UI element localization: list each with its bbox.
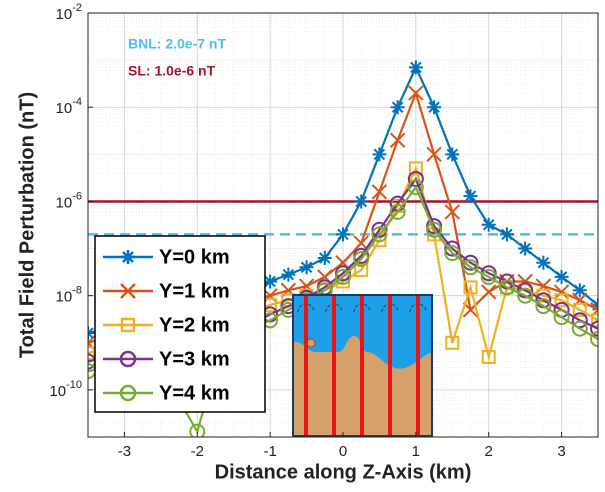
marker [389,203,406,220]
ticks: 10-2 10-4 10-6 10-8 10-10 -3 -2 -1 0 1 2 3 [49,2,565,460]
legend-label: Y=0 km [159,246,230,268]
marker [408,85,424,101]
x-tick-label: 3 [557,443,565,460]
marker [390,100,405,115]
legend-label: Y=1 km [159,280,230,302]
marker [263,274,278,289]
marker [463,280,478,295]
marker [353,251,370,268]
marker [120,317,136,333]
marker [372,147,387,162]
marker [354,194,369,209]
inset-frame [292,294,433,437]
marker [517,287,534,304]
marker [354,263,369,278]
marker [463,189,478,204]
marker [481,284,497,300]
marker [481,349,496,364]
marker [444,204,460,220]
marker [572,302,587,317]
marker [335,268,351,285]
y-tick-label: 10-4 [56,96,82,117]
x-tick-label: 0 [339,443,347,460]
marker [389,132,406,148]
y-tick-label: 10-8 [56,285,82,306]
marker [553,284,570,300]
marker [591,313,598,328]
inset-body [306,338,316,348]
marker [536,255,551,270]
marker [426,146,442,163]
y-tick-label: 10-2 [56,2,82,23]
marker [498,279,515,296]
marker [554,293,569,308]
marker [119,350,137,368]
marker [518,241,533,256]
marker [120,283,136,299]
marker [408,161,423,176]
marker [444,245,461,262]
x-tick-label: -2 [191,443,204,460]
axes-box [87,12,599,438]
y-tick-label: 10-6 [56,190,82,211]
marker [427,100,442,115]
marker [517,282,534,299]
annotation: BNL: 2.0e-7 nT [128,36,226,52]
x-tick-label: -1 [263,443,276,460]
marker [481,217,496,232]
marker [499,227,514,242]
marker [445,147,460,162]
marker [572,292,588,308]
legend-label: Y=2 km [159,314,230,336]
y-tick-label: 10-10 [49,379,82,400]
x-tick-label: -3 [118,443,131,460]
marker [408,60,423,75]
marker [572,283,587,298]
marker [590,320,598,337]
marker [535,278,552,294]
marker [426,221,443,238]
marker [371,184,388,200]
marker [371,221,388,238]
annotation: SL: 1.0e-6 nT [128,63,216,79]
marker [535,298,552,315]
marker [571,320,588,337]
legend-label: Y=3 km [159,348,230,370]
x-tick-label: 1 [412,443,420,460]
marker [299,260,314,275]
marker [480,268,497,285]
marker [317,251,332,266]
marker [590,331,598,348]
legend: Y=0 km Y=1 km Y=2 km Y=3 km Y=4 km [94,235,266,413]
marker [189,423,206,437]
marker [554,269,569,284]
y-axis-label: Total Field Perturbation (nT) [16,92,38,358]
marker [371,226,388,243]
legend-label: Y=4 km [159,382,230,404]
marker [445,335,460,350]
x-tick-label: 2 [485,443,493,460]
marker [553,309,570,326]
marker [407,179,424,196]
inset-wells [304,295,420,436]
x-axis-label: Distance along Z-Axis (km) [215,461,472,483]
marker [444,240,461,257]
marker [119,384,137,402]
marker [336,227,350,242]
marker [281,267,296,282]
marker [298,278,315,294]
marker [121,250,135,264]
marker [88,346,95,361]
marker [462,259,479,276]
inset-diagram [292,294,433,437]
